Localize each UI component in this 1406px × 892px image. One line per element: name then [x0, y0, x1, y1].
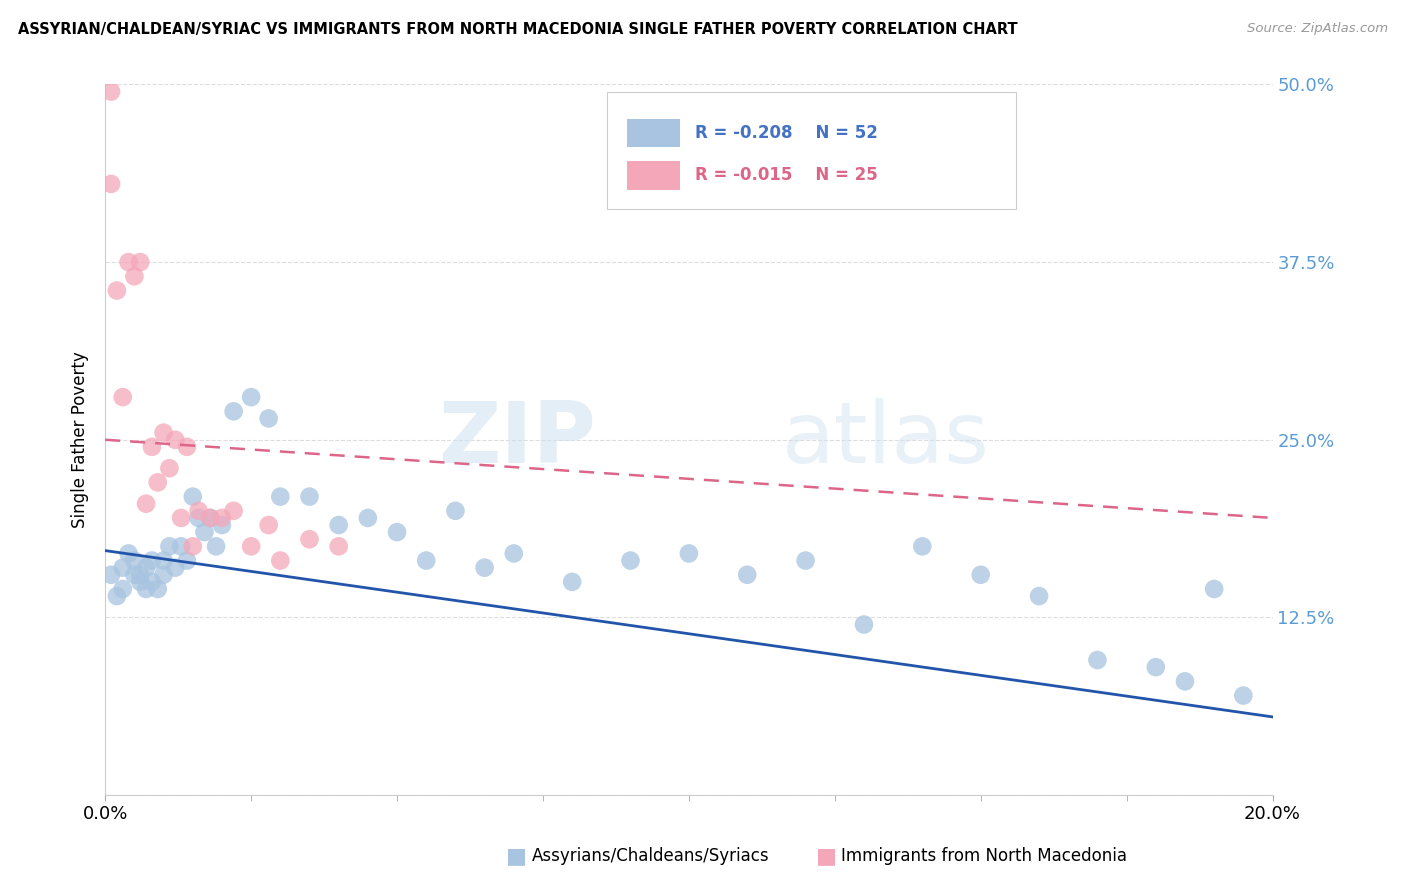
Point	[561, 574, 583, 589]
Point	[257, 518, 280, 533]
Point	[117, 546, 139, 560]
Point	[269, 490, 291, 504]
Point	[1204, 582, 1226, 596]
Point	[502, 546, 524, 560]
Point	[211, 518, 233, 533]
Point	[200, 511, 222, 525]
Point	[911, 539, 934, 553]
Point	[1174, 674, 1197, 689]
Point	[200, 511, 222, 525]
Point	[181, 490, 204, 504]
Point	[129, 255, 152, 269]
Point	[111, 390, 134, 404]
Point	[124, 567, 146, 582]
Point	[170, 511, 193, 525]
Point	[444, 504, 467, 518]
Point	[298, 533, 321, 547]
Point	[176, 440, 198, 454]
Point	[135, 560, 157, 574]
Point	[141, 574, 163, 589]
Point	[619, 553, 641, 567]
Bar	[627, 119, 679, 147]
Point	[257, 411, 280, 425]
Text: atlas: atlas	[782, 398, 990, 482]
Point	[117, 255, 139, 269]
Point	[852, 617, 875, 632]
Point	[170, 539, 193, 553]
Point	[222, 404, 245, 418]
Point	[146, 475, 169, 490]
Point	[415, 553, 437, 567]
Point	[135, 497, 157, 511]
Text: ASSYRIAN/CHALDEAN/SYRIAC VS IMMIGRANTS FROM NORTH MACEDONIA SINGLE FATHER POVERT: ASSYRIAN/CHALDEAN/SYRIAC VS IMMIGRANTS F…	[18, 22, 1018, 37]
Text: Assyrians/Chaldeans/Syriacs: Assyrians/Chaldeans/Syriacs	[531, 847, 769, 865]
Point	[794, 553, 817, 567]
Text: ■: ■	[815, 847, 837, 866]
Point	[135, 582, 157, 596]
Point	[678, 546, 700, 560]
Point	[181, 539, 204, 553]
Point	[222, 504, 245, 518]
Point	[129, 574, 152, 589]
Point	[240, 390, 263, 404]
Point	[157, 539, 180, 553]
Point	[1087, 653, 1109, 667]
Point	[211, 511, 233, 525]
Text: Immigrants from North Macedonia: Immigrants from North Macedonia	[841, 847, 1126, 865]
Point	[152, 425, 174, 440]
Point	[100, 567, 122, 582]
Point	[165, 433, 187, 447]
Point	[152, 553, 174, 567]
Point	[328, 539, 350, 553]
Point	[269, 553, 291, 567]
Point	[187, 511, 209, 525]
Point	[165, 560, 187, 574]
Point	[100, 177, 122, 191]
Text: R = -0.208    N = 52: R = -0.208 N = 52	[695, 124, 877, 142]
Point	[152, 567, 174, 582]
Text: ZIP: ZIP	[437, 398, 596, 482]
Text: ■: ■	[506, 847, 527, 866]
Point	[157, 461, 180, 475]
Point	[124, 269, 146, 284]
Point	[385, 525, 408, 540]
Point	[298, 490, 321, 504]
Point	[240, 539, 263, 553]
Point	[124, 553, 146, 567]
Bar	[627, 161, 679, 190]
Point	[1232, 689, 1254, 703]
Point	[357, 511, 380, 525]
Point	[105, 284, 128, 298]
Point	[141, 440, 163, 454]
Point	[970, 567, 993, 582]
Point	[105, 589, 128, 603]
Point	[193, 525, 215, 540]
FancyBboxPatch shape	[607, 92, 1015, 209]
Point	[1144, 660, 1167, 674]
Point	[328, 518, 350, 533]
Point	[100, 85, 122, 99]
Text: Source: ZipAtlas.com: Source: ZipAtlas.com	[1247, 22, 1388, 36]
Point	[474, 560, 496, 574]
Point	[187, 504, 209, 518]
Point	[176, 553, 198, 567]
Point	[205, 539, 228, 553]
Text: R = -0.015    N = 25: R = -0.015 N = 25	[695, 167, 877, 185]
Point	[146, 582, 169, 596]
Point	[141, 553, 163, 567]
Y-axis label: Single Father Poverty: Single Father Poverty	[72, 351, 89, 528]
Point	[1028, 589, 1050, 603]
Point	[735, 567, 758, 582]
Point	[111, 560, 134, 574]
Point	[129, 567, 152, 582]
Point	[111, 582, 134, 596]
